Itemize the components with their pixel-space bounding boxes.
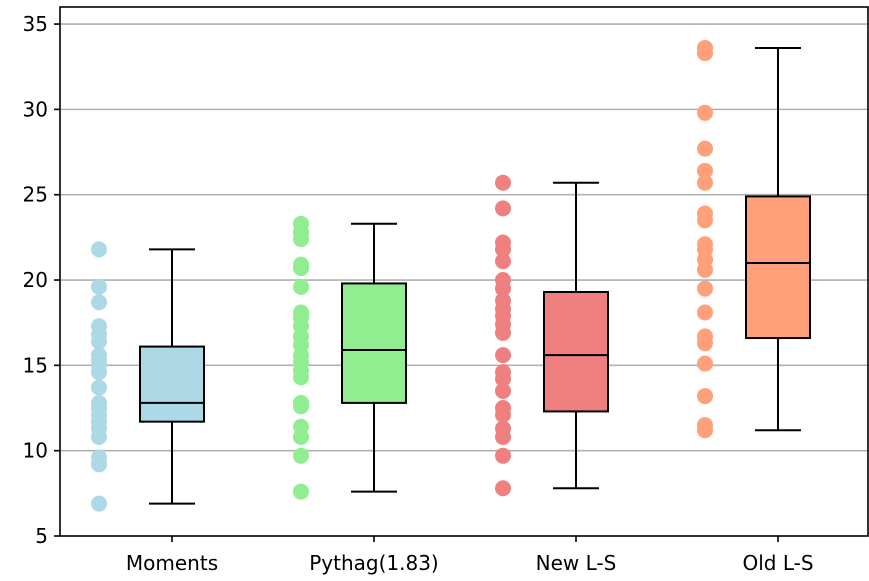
data-point <box>697 236 713 253</box>
x-tick-label: Old L-S <box>742 551 813 575</box>
x-axis-ticks: Moments Pythag(1.83) New L-S Old L-S <box>126 536 814 575</box>
data-point <box>697 304 713 321</box>
data-point <box>697 104 713 121</box>
data-point <box>91 294 107 311</box>
series-old-l-s <box>697 39 811 439</box>
data-point <box>91 278 107 295</box>
data-point <box>697 388 713 405</box>
data-point <box>495 400 511 417</box>
data-point <box>495 480 511 497</box>
iqr-box <box>341 282 407 404</box>
data-point <box>495 272 511 289</box>
data-point <box>293 483 309 500</box>
y-tick-label: 10 <box>23 439 48 463</box>
iqr-box <box>139 345 205 423</box>
data-point <box>91 318 107 335</box>
y-tick-label: 35 <box>23 12 48 36</box>
y-tick-label: 25 <box>23 183 48 207</box>
data-point <box>293 256 309 273</box>
data-point <box>697 355 713 372</box>
iqr-box <box>745 195 811 340</box>
data-point <box>495 382 511 399</box>
data-point <box>495 364 511 381</box>
data-point <box>697 39 713 56</box>
data-point <box>495 234 511 251</box>
y-tick-label: 20 <box>23 268 48 292</box>
x-tick-label: New L-S <box>536 551 617 575</box>
data-point <box>91 495 107 512</box>
data-point <box>293 215 309 232</box>
data-point <box>293 394 309 411</box>
data-point <box>495 347 511 364</box>
data-point <box>495 447 511 464</box>
data-point <box>495 292 511 309</box>
data-point <box>495 420 511 437</box>
plot-layer <box>91 39 811 512</box>
data-point <box>697 174 713 191</box>
series-moments <box>91 241 205 512</box>
data-point <box>91 449 107 466</box>
iqr-box <box>543 290 609 413</box>
data-point <box>495 174 511 191</box>
x-tick-label: Pythag(1.83) <box>309 551 439 575</box>
y-tick-label: 30 <box>23 97 48 121</box>
x-tick-label: Moments <box>126 551 218 575</box>
y-tick-label: 15 <box>23 353 48 377</box>
data-point <box>91 394 107 411</box>
series-pythag-1-83- <box>293 215 407 500</box>
data-point <box>91 347 107 364</box>
data-point <box>495 200 511 217</box>
axes-frame <box>59 6 869 537</box>
series-new-l-s <box>495 174 609 497</box>
data-point <box>697 140 713 157</box>
data-point <box>293 304 309 321</box>
data-point <box>91 379 107 396</box>
y-tick-label: 5 <box>35 524 48 548</box>
data-point <box>293 447 309 464</box>
data-point <box>697 205 713 222</box>
data-point <box>697 280 713 297</box>
data-point <box>697 328 713 345</box>
data-point <box>293 278 309 295</box>
data-point <box>495 253 511 270</box>
data-point <box>293 418 309 435</box>
data-point <box>697 417 713 434</box>
data-point <box>697 162 713 179</box>
data-point <box>91 241 107 258</box>
y-axis-ticks: 5 10 15 20 25 30 35 <box>23 12 60 548</box>
